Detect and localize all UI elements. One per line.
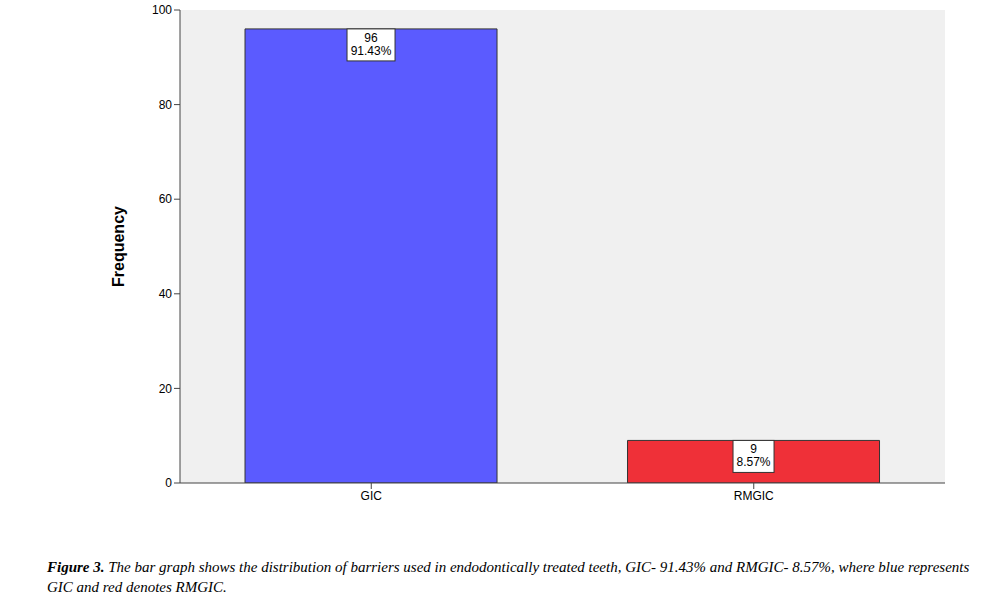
svg-text:RMGIC: RMGIC — [734, 489, 774, 503]
svg-text:80: 80 — [159, 98, 173, 112]
svg-text:40: 40 — [159, 287, 173, 301]
html-text:Figure 3. The bar graph shows: Figure 3. The bar graph shows the distri… — [47, 559, 970, 595]
svg-text:0: 0 — [165, 476, 172, 490]
svg-text:91.43%: 91.43% — [351, 44, 392, 58]
svg-text:8.57%: 8.57% — [737, 455, 771, 469]
svg-text:96: 96 — [364, 31, 378, 45]
svg-text:9: 9 — [750, 442, 757, 456]
svg-text:20: 20 — [159, 382, 173, 396]
svg-text:GIC: GIC — [361, 489, 383, 503]
svg-text:Frequency: Frequency — [110, 206, 127, 287]
svg-text:100: 100 — [152, 3, 172, 17]
svg-text:60: 60 — [159, 192, 173, 206]
